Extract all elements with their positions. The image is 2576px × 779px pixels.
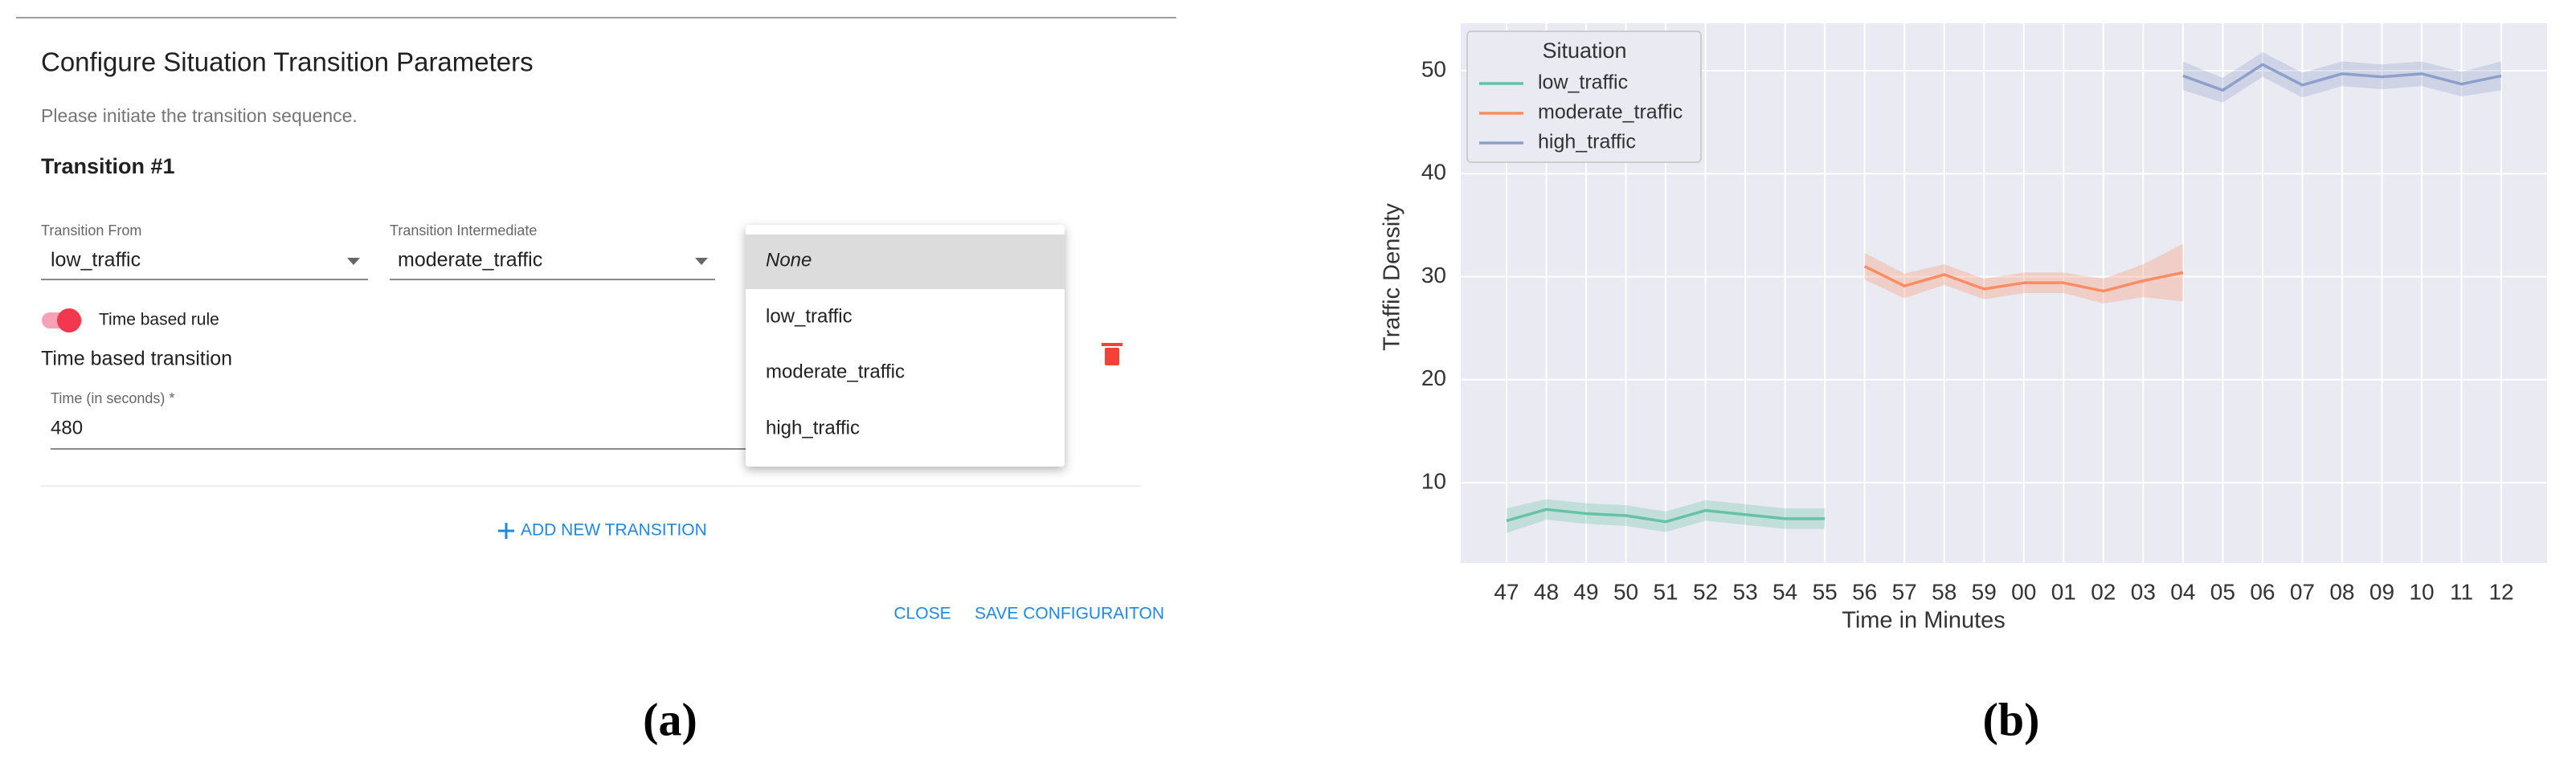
menu-highlight (746, 235, 1065, 289)
x-tick-label: 52 (1693, 579, 1718, 604)
plus-icon (498, 523, 514, 539)
x-tick-label: 47 (1494, 579, 1519, 604)
x-tick-label: 12 (2488, 579, 2513, 604)
x-tick-label: 10 (2409, 579, 2434, 604)
legend: Situation low_traffic moderate_traffichigh… (1466, 31, 1702, 163)
x-tick-label: 48 (1534, 579, 1559, 604)
legend-box (1466, 31, 1702, 163)
toggle[interactable] (42, 308, 82, 332)
bin (1105, 348, 1119, 365)
confidence-band (1506, 499, 1826, 533)
confidence-band (1864, 243, 2183, 304)
select-value: low_traffic (51, 249, 141, 271)
x-tick-label: 54 (1773, 579, 1797, 604)
x-tick-label: 51 (1653, 579, 1678, 604)
series-line (1863, 265, 2184, 293)
save-button[interactable]: SAVE CONFIGURAITON (975, 605, 1164, 623)
x-tick-label: 00 (2011, 579, 2036, 604)
y-tick-label: 10 (1421, 468, 1446, 493)
menu-item[interactable]: low_traffic (766, 305, 853, 327)
menu-item[interactable]: None (766, 249, 812, 271)
x-tick-label: 03 (2131, 579, 2156, 604)
toggle-knob (57, 308, 81, 332)
y-tick-label: 20 (1421, 365, 1446, 390)
caption: (b) (1983, 693, 2040, 745)
dropdown-menu: None low_traffic moderate_traffic high_t… (746, 225, 1065, 467)
x-tick-label: 05 (2210, 579, 2235, 604)
chart: 10 20 30 40 50 47 48 49 50 51 52 53 54 55 56 57 58 59 00 01… (1380, 23, 2547, 634)
bin-lid (1102, 343, 1122, 346)
select-arrow (695, 258, 708, 265)
toggle-label: Time based rule (99, 311, 219, 329)
y-axis-label: Traffic Density (1380, 203, 1405, 351)
from-select[interactable]: Transition From low_traffic (41, 222, 368, 280)
x-tick-label: 57 (1892, 579, 1917, 604)
legend-label: high_traffic (1538, 131, 1636, 153)
menu-item[interactable]: high_traffic (766, 417, 860, 438)
x-tick-label: 58 (1932, 579, 1957, 604)
x-tick-label: 04 (2170, 579, 2195, 604)
y-tick-label: 50 (1421, 56, 1446, 81)
time-input[interactable]: Time (in seconds) * 480 (51, 390, 755, 450)
x-tick-label: 02 (2091, 579, 2116, 604)
field-label: Time (in seconds) * (51, 390, 174, 406)
close-button[interactable]: CLOSE (893, 605, 951, 623)
x-tick-label: 06 (2250, 579, 2275, 604)
x-tick-label: 08 (2329, 579, 2354, 604)
select-value: moderate_traffic (398, 249, 542, 271)
delete-icon[interactable] (1102, 343, 1122, 365)
x-tick-label: 01 (2051, 579, 2076, 604)
menu-item[interactable]: moderate_traffic (766, 361, 905, 382)
dialog-subtitle: Please initiate the transition sequence. (41, 105, 358, 126)
intermediate-select[interactable]: Transition Intermediate moderate_traffic (390, 222, 715, 280)
x-axis-label: Time in Minutes (1842, 608, 2006, 634)
add-button[interactable]: ADD NEW TRANSITION (498, 521, 707, 540)
x-tick-label: 50 (1613, 579, 1638, 604)
x-tick-label: 55 (1813, 579, 1838, 604)
x-tick-label: 07 (2290, 579, 2315, 604)
x-tick-label: 49 (1573, 579, 1598, 604)
x-tick-label: 09 (2370, 579, 2394, 604)
series-line (1506, 508, 1826, 524)
legend-label: moderate_traffic (1538, 101, 1683, 124)
dialog-title: Configure Situation Transition Parameter… (41, 47, 534, 77)
x-tick-label: 59 (1972, 579, 1997, 604)
field-label: Transition From (41, 222, 141, 239)
select-arrow (347, 258, 360, 265)
input-value: 480 (51, 417, 83, 438)
y-tick-label: 30 (1421, 263, 1446, 288)
legend-label: low_traffic (1538, 71, 1628, 94)
x-tick-label: 56 (1852, 579, 1877, 604)
button-label: ADD NEW TRANSITION (521, 521, 707, 540)
x-tick-label: 53 (1733, 579, 1758, 604)
y-tick-label: 40 (1421, 160, 1446, 185)
dialog: Configure Situation Transition Parameter… (16, 17, 1176, 623)
transition-heading: Transition #1 (41, 154, 175, 178)
section-label: Time based transition (41, 348, 232, 370)
series-line (2182, 63, 2502, 92)
caption: (a) (643, 693, 697, 745)
legend-title: Situation (1542, 39, 1626, 63)
field-label: Transition Intermediate (390, 222, 537, 239)
x-tick-label: 11 (2450, 579, 2473, 604)
